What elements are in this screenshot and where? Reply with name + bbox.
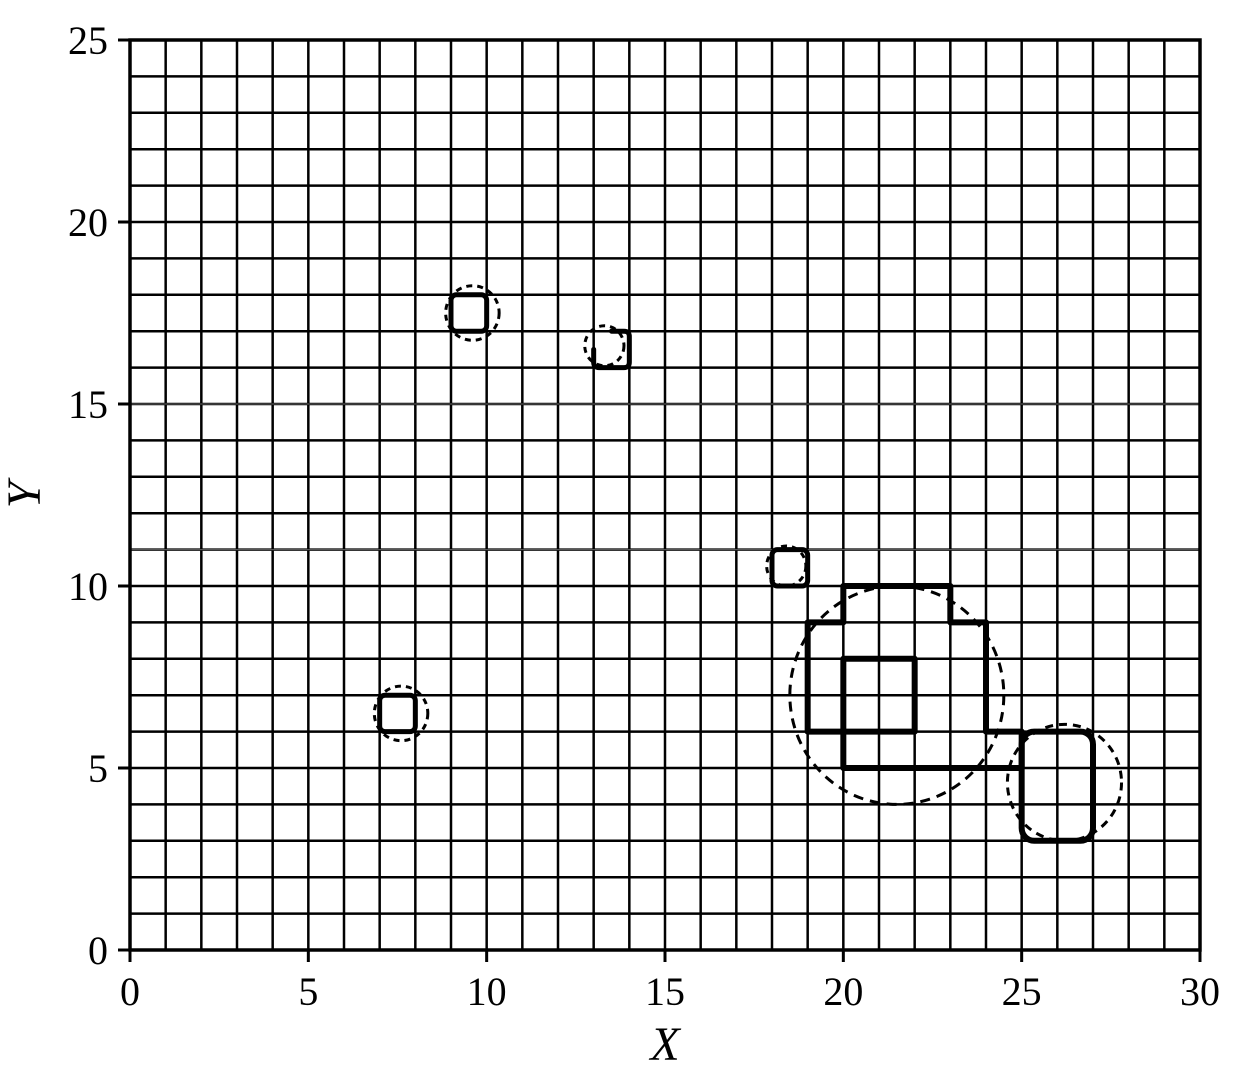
grid-scatter-chart: 0 5 10 15 20 25 30 0 5 10 15 20 25 X Y — [0, 0, 1239, 1081]
chart-container: 0 5 10 15 20 25 30 0 5 10 15 20 25 X Y — [0, 0, 1239, 1081]
y-axis-label: Y — [0, 477, 51, 508]
y-tick-label: 25 — [68, 18, 108, 63]
chart-background — [0, 0, 1239, 1081]
y-tick-label: 15 — [68, 382, 108, 427]
x-tick-label: 30 — [1180, 969, 1220, 1014]
x-tick-label: 10 — [467, 969, 507, 1014]
y-tick-label: 5 — [88, 746, 108, 791]
x-tick-label: 5 — [298, 969, 318, 1014]
x-tick-label: 0 — [120, 969, 140, 1014]
x-tick-label: 20 — [823, 969, 863, 1014]
y-tick-label: 0 — [88, 928, 108, 973]
y-tick-label: 10 — [68, 564, 108, 609]
x-tick-label: 15 — [645, 969, 685, 1014]
x-tick-label: 25 — [1002, 969, 1042, 1014]
x-axis-label: X — [648, 1018, 681, 1071]
y-tick-label: 20 — [68, 200, 108, 245]
